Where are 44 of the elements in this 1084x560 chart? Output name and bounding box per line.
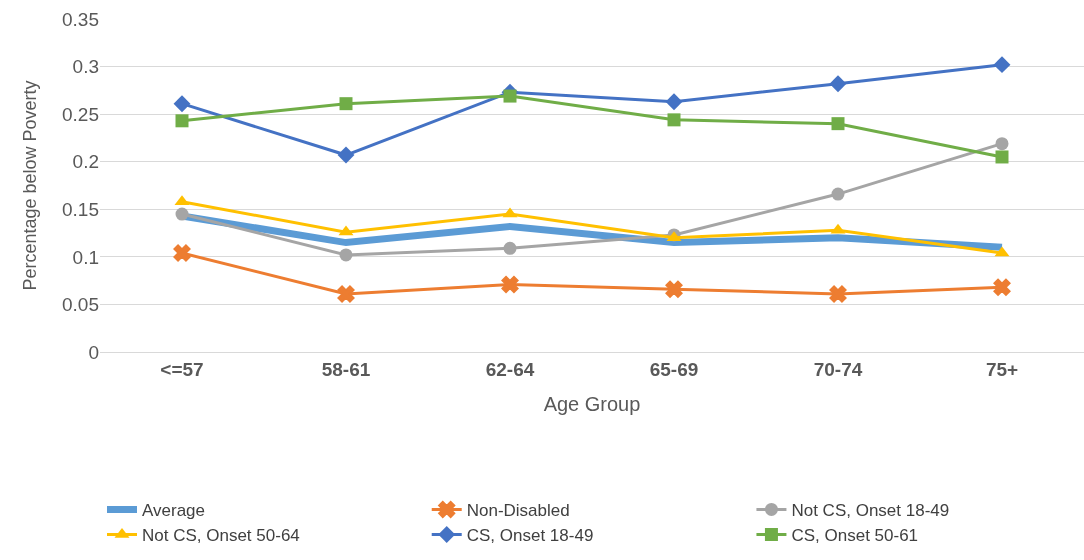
legend-label: CS, Onset 18-49 — [466, 526, 594, 546]
point — [665, 280, 683, 298]
y-tick-label: 0.2 — [72, 151, 99, 173]
point — [831, 117, 845, 131]
y-axis-title: Percentage below Poverty — [20, 80, 41, 291]
y-tick-label: 0.1 — [72, 246, 99, 268]
point — [503, 241, 517, 255]
legend-label: Non-Disabled — [466, 501, 570, 521]
x-tick-label: 62-64 — [485, 358, 535, 380]
point — [173, 244, 191, 262]
point — [993, 56, 1011, 74]
y-tick-label: 0.3 — [72, 56, 99, 78]
point — [995, 150, 1009, 164]
point — [667, 113, 681, 127]
point — [829, 75, 847, 93]
x-axis-title: Age Group — [543, 393, 641, 416]
point — [831, 187, 845, 201]
legend-label: Not CS, Onset 18-49 — [791, 501, 950, 521]
x-tick-label: 70-74 — [813, 358, 863, 380]
y-tick-label: 0.25 — [62, 103, 99, 125]
y-tick-label: 0.35 — [62, 8, 99, 30]
point — [337, 146, 355, 164]
y-tick-label: 0.05 — [62, 294, 99, 316]
x-tick-label: 58-61 — [321, 358, 371, 380]
x-tick-label: <=57 — [160, 358, 204, 380]
x-tick-label: 75+ — [985, 358, 1019, 380]
legend-label: Average — [142, 501, 206, 521]
point — [339, 97, 353, 111]
point — [829, 285, 847, 303]
point — [175, 207, 189, 221]
point — [173, 95, 191, 113]
legend-label: CS, Onset 50-61 — [791, 526, 919, 546]
point — [665, 93, 683, 111]
y-tick-label: 0.15 — [62, 198, 99, 220]
x-tick-label: 65-69 — [649, 358, 699, 380]
point — [501, 275, 519, 294]
point — [175, 114, 189, 128]
y-tick-label: 0 — [88, 341, 99, 363]
point — [993, 278, 1011, 296]
point — [337, 285, 355, 303]
legend-label: Not CS, Onset 50-64 — [142, 526, 300, 546]
point — [995, 137, 1009, 151]
point — [503, 89, 517, 103]
point — [339, 248, 353, 262]
